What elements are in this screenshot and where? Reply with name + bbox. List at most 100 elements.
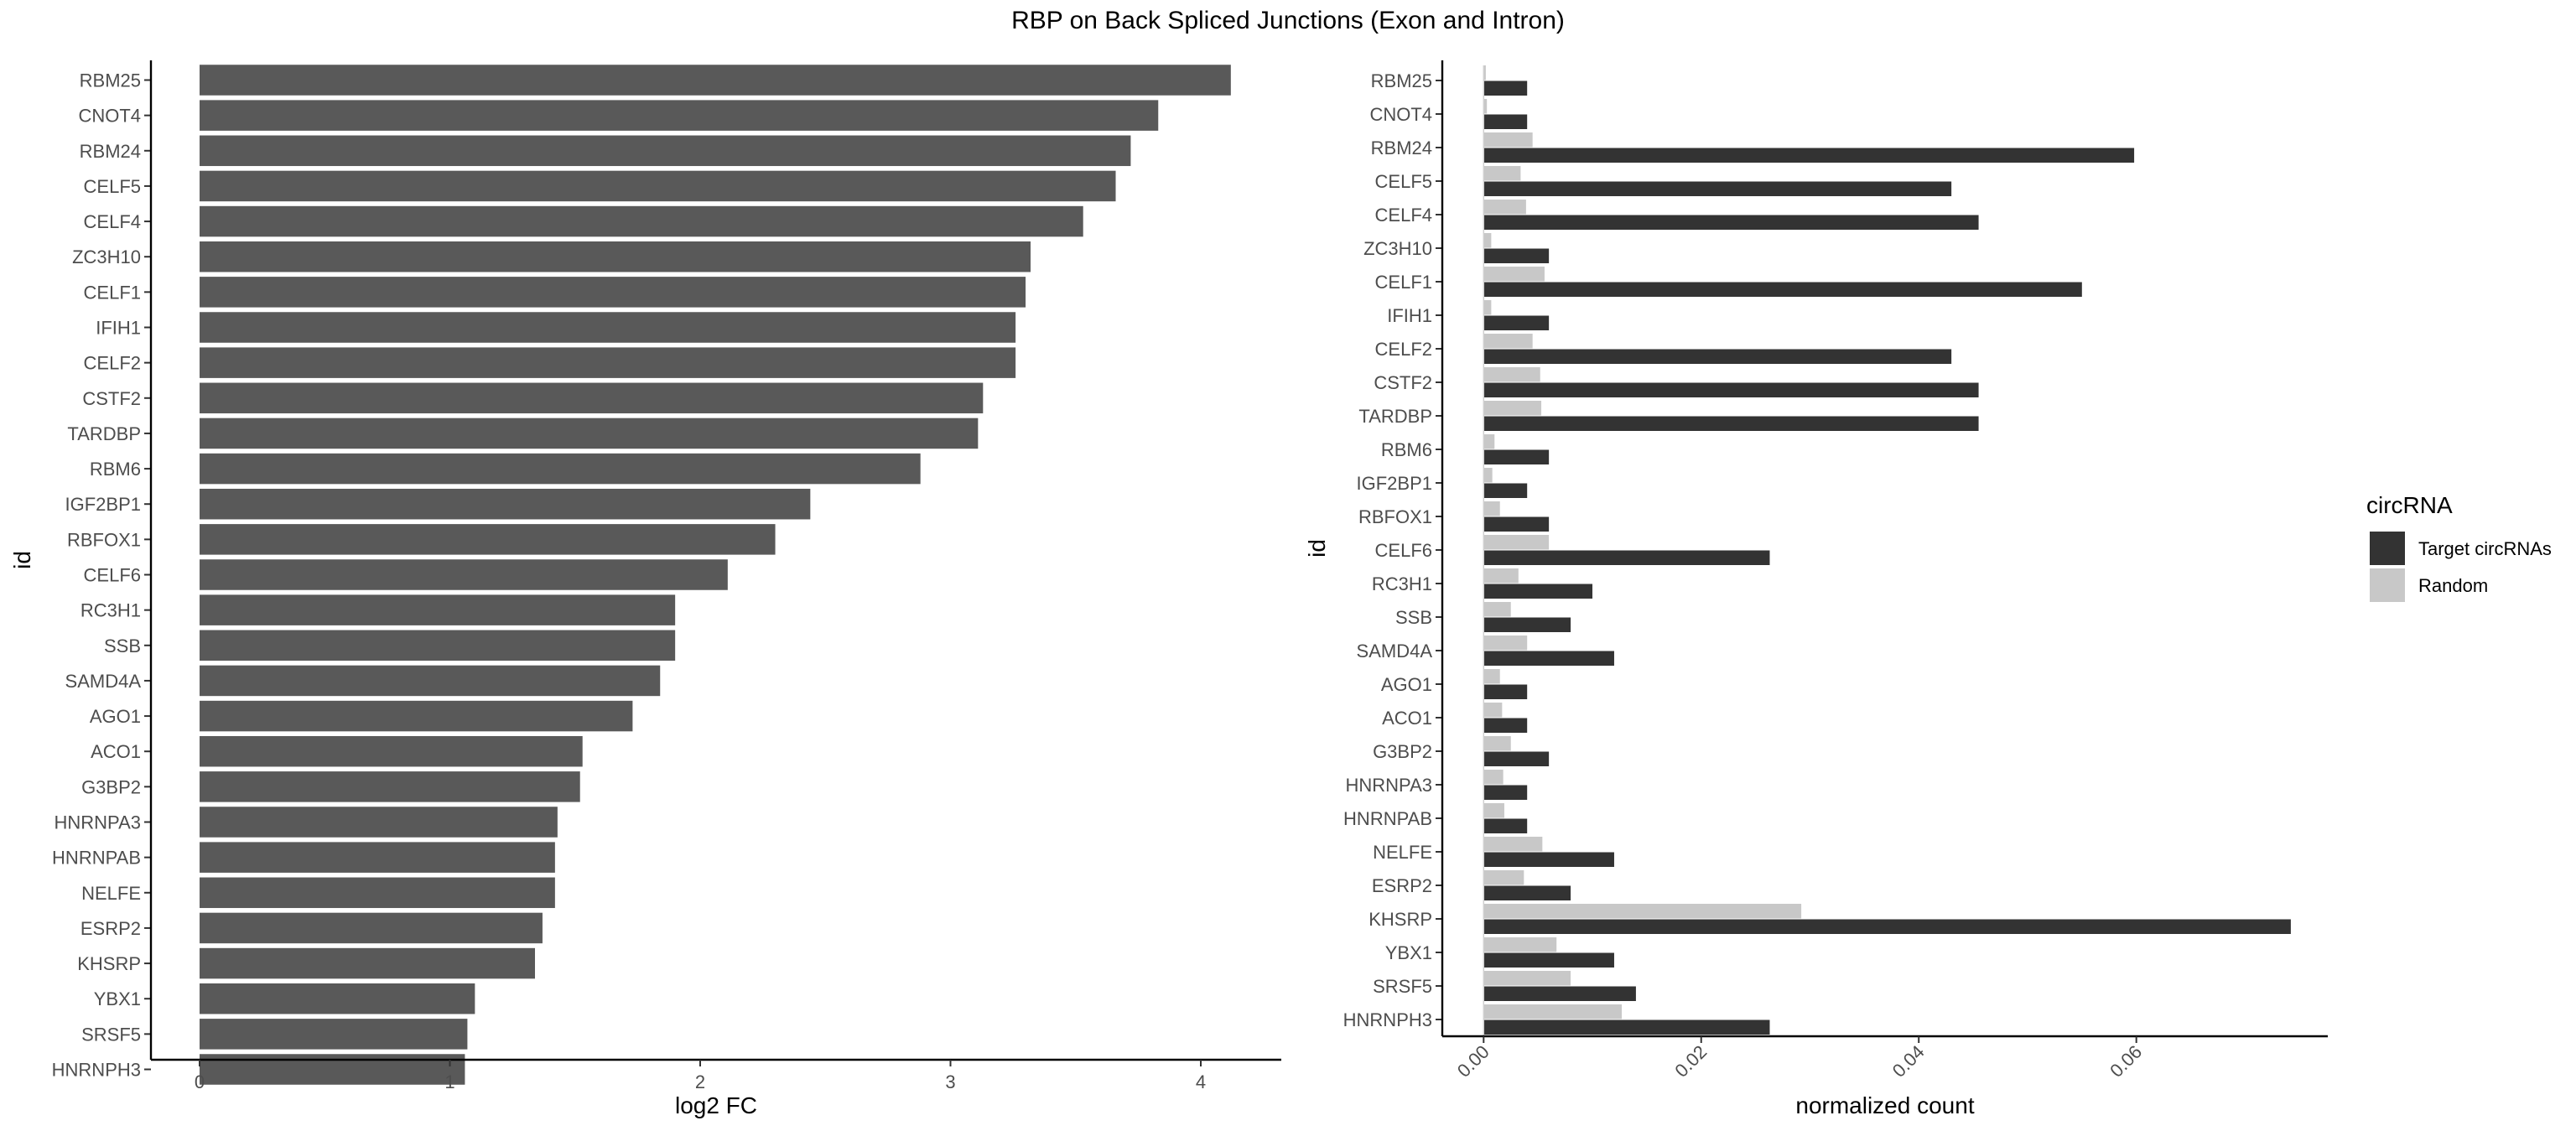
right-y-tick-label-celf1: CELF1 <box>1375 272 1432 293</box>
y-tick-label-hnrnpab: HNRNPAB <box>52 848 141 869</box>
bar-rbm25 <box>200 65 1231 96</box>
bar-random-aco1 <box>1483 703 1503 718</box>
bar-random-hnrnpab <box>1483 803 1504 818</box>
bar-target-celf5 <box>1483 181 1952 196</box>
bar-random-hnrnph3 <box>1483 1004 1623 1019</box>
bar-target-ssb <box>1483 617 1571 632</box>
right-y-tick-label-celf5: CELF5 <box>1375 171 1432 192</box>
right-y-tick-label-samd4a: SAMD4A <box>1357 641 1433 661</box>
right-x-tick-label-0-04: 0.04 <box>1888 1041 1929 1082</box>
bar-khsrp <box>200 947 535 979</box>
bar-random-rbm24 <box>1483 132 1533 148</box>
bar-random-ybx1 <box>1483 937 1557 952</box>
bar-target-ybx1 <box>1483 952 1614 968</box>
right-y-tick-label-tardbp: TARDBP <box>1358 406 1432 427</box>
left-y-axis-title: id <box>9 551 35 569</box>
bar-target-ago1 <box>1483 684 1528 699</box>
legend-label-target-circrnas: Target circRNAs <box>2418 538 2552 559</box>
bar-random-srsf5 <box>1483 971 1571 986</box>
bar-cnot4 <box>200 100 1159 131</box>
right-y-tick-label-ago1: AGO1 <box>1381 674 1432 695</box>
bar-random-esrp2 <box>1483 870 1524 885</box>
bar-target-khsrp <box>1483 919 2291 934</box>
left-panel-logfc: RBM25 CNOT4 RBM24 CELF5 CELF4 ZC3H10 CELF1 IFIH… <box>9 60 1281 1118</box>
bar-igf2bp1 <box>200 488 811 520</box>
bar-samd4a <box>200 665 661 697</box>
legend-title: circRNA <box>2366 492 2453 518</box>
bar-target-tardbp <box>1483 416 1979 431</box>
y-tick-label-zc3h10: ZC3H10 <box>72 246 141 267</box>
bar-celf5 <box>200 170 1116 202</box>
bar-target-cstf2 <box>1483 382 1979 397</box>
right-y-tick-label-khsrp: KHSRP <box>1368 909 1432 930</box>
right-y-tick-label-rbm6: RBM6 <box>1381 439 1432 460</box>
bar-random-celf5 <box>1483 166 1521 181</box>
bar-cstf2 <box>200 382 984 414</box>
right-y-tick-label-hnrnpab: HNRNPAB <box>1343 808 1432 829</box>
bar-random-celf2 <box>1483 334 1533 349</box>
bar-random-celf1 <box>1483 267 1545 282</box>
x-tick-label-4: 4 <box>1196 1071 1206 1092</box>
y-tick-label-rbm6: RBM6 <box>90 459 141 480</box>
bar-random-hnrnpa3 <box>1483 770 1504 785</box>
right-y-tick-label-srsf5: SRSF5 <box>1373 976 1432 997</box>
bar-target-igf2bp1 <box>1483 483 1528 498</box>
y-tick-label-khsrp: KHSRP <box>77 953 141 974</box>
x-tick-label-2: 2 <box>695 1071 705 1092</box>
y-tick-label-rbm24: RBM24 <box>80 141 141 162</box>
chart-title: RBP on Back Spliced Junctions (Exon and … <box>1011 7 1565 34</box>
right-x-tick-label-0-02: 0.02 <box>1670 1041 1711 1082</box>
bar-random-celf6 <box>1483 535 1550 550</box>
right-y-tick-label-g3bp2: G3BP2 <box>1373 741 1432 762</box>
bar-random-zc3h10 <box>1483 233 1492 248</box>
right-y-tick-label-aco1: ACO1 <box>1382 708 1432 729</box>
right-panel-normalized-count: RBM25 CNOT4 RBM24 CELF5 CELF4 ZC3H10 CELF1 IFIH… <box>1304 60 2328 1118</box>
bar-random-khsrp <box>1483 904 1802 919</box>
right-y-tick-label-esrp2: ESRP2 <box>1372 875 1432 896</box>
bar-random-rbm25 <box>1483 65 1486 80</box>
bar-zc3h10 <box>200 241 1031 272</box>
bar-ssb <box>200 630 676 661</box>
right-y-tick-label-cstf2: CSTF2 <box>1374 372 1432 393</box>
bar-rbm6 <box>200 453 921 485</box>
legend-label-random: Random <box>2418 575 2488 596</box>
bar-ybx1 <box>200 983 475 1014</box>
right-y-tick-label-celf2: CELF2 <box>1375 339 1432 360</box>
y-tick-label-srsf5: SRSF5 <box>81 1024 141 1045</box>
y-tick-label-ybx1: YBX1 <box>94 988 141 1009</box>
bar-random-ssb <box>1483 602 1511 617</box>
bar-rc3h1 <box>200 594 676 625</box>
y-tick-label-ago1: AGO1 <box>90 706 141 727</box>
bar-random-nelfe <box>1483 837 1543 852</box>
right-y-tick-label-hnrnph3: HNRNPH3 <box>1343 1009 1432 1030</box>
y-tick-label-cstf2: CSTF2 <box>82 388 141 409</box>
bar-celf6 <box>200 559 728 590</box>
y-tick-label-tardbp: TARDBP <box>67 423 141 444</box>
right-y-tick-label-rbm24: RBM24 <box>1371 137 1432 158</box>
right-y-tick-label-rbfox1: RBFOX1 <box>1358 506 1432 527</box>
right-y-tick-label-ifih1: IFIH1 <box>1387 305 1432 326</box>
y-tick-label-hnrnph3: HNRNPH3 <box>52 1060 141 1081</box>
bar-g3bp2 <box>200 771 580 802</box>
bar-esrp2 <box>200 912 543 944</box>
right-y-tick-label-hnrnpa3: HNRNPA3 <box>1345 775 1432 796</box>
bar-random-rbfox1 <box>1483 501 1500 516</box>
y-tick-label-celf6: CELF6 <box>84 565 141 586</box>
y-tick-label-ssb: SSB <box>104 636 141 656</box>
bar-target-srsf5 <box>1483 986 1636 1001</box>
bar-target-zc3h10 <box>1483 248 1550 263</box>
legend: circRNA Target circRNAs Random <box>2366 492 2552 602</box>
y-tick-label-celf2: CELF2 <box>84 353 141 374</box>
y-tick-label-celf4: CELF4 <box>84 211 141 232</box>
bar-random-ago1 <box>1483 669 1500 684</box>
bar-target-rbm24 <box>1483 148 2135 163</box>
y-tick-label-cnot4: CNOT4 <box>78 106 141 127</box>
bar-random-rbm6 <box>1483 434 1495 449</box>
legend-swatch-target-circrnas <box>2370 532 2405 565</box>
bar-target-celf2 <box>1483 349 1952 364</box>
bar-nelfe <box>200 877 555 909</box>
y-tick-label-igf2bp1: IGF2BP1 <box>65 494 141 515</box>
right-y-tick-label-igf2bp1: IGF2BP1 <box>1357 473 1432 494</box>
